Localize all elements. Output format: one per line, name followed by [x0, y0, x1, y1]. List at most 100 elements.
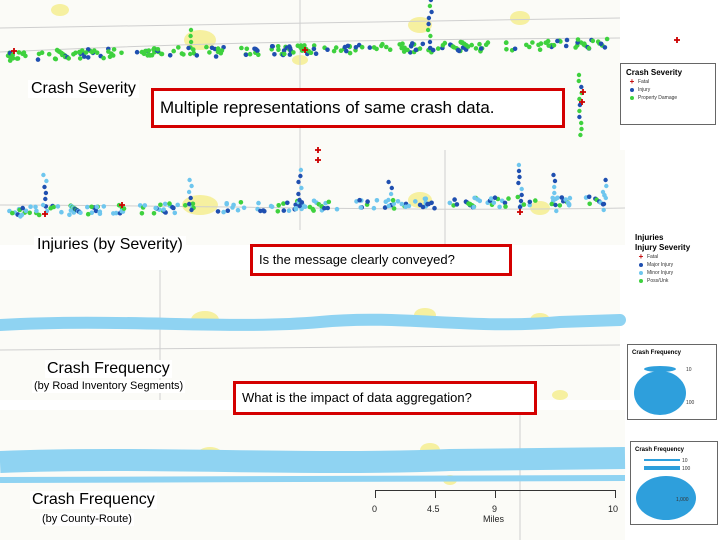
injury-point — [34, 208, 39, 214]
injury-point — [604, 183, 609, 189]
crash-point — [577, 114, 582, 120]
fatal-marker — [315, 157, 321, 163]
crash-point — [77, 56, 83, 61]
injury-point — [432, 205, 437, 211]
crash-frequency-segments-sublabel: (by Road Inventory Segments) — [32, 380, 186, 393]
crash-point — [109, 51, 114, 56]
crash-point — [537, 47, 543, 52]
injury-point — [601, 207, 606, 213]
legend-item-major-injury: Major Injury — [635, 261, 713, 269]
crash-point — [219, 48, 225, 53]
crash-point — [338, 48, 344, 53]
legend-item-fatal: + Fatal — [626, 78, 710, 86]
injury-point — [601, 201, 607, 207]
injury-point — [563, 197, 568, 202]
crash-point — [134, 49, 140, 55]
crash-point — [46, 51, 52, 57]
crash-point — [244, 46, 250, 52]
crash-point — [16, 50, 22, 55]
crash-point — [179, 51, 185, 56]
crash-point — [374, 46, 379, 52]
freq-value-large: 1,000 — [676, 497, 689, 503]
crash-point — [538, 41, 544, 46]
crash-point — [89, 49, 95, 55]
legend-item-label: Fatal — [647, 254, 659, 260]
injury-point — [527, 199, 533, 205]
injury-point — [386, 179, 391, 185]
crash-point — [428, 33, 433, 39]
crash-point — [582, 41, 587, 46]
crash-point — [563, 43, 569, 49]
crash-point — [191, 47, 196, 52]
injury-point — [467, 202, 472, 207]
crash-point — [426, 15, 432, 21]
injury-point — [27, 210, 32, 216]
injury-point — [94, 204, 100, 210]
injury-point — [497, 204, 502, 210]
injury-point — [452, 197, 457, 202]
injury-point — [235, 207, 241, 213]
fatal-marker — [674, 37, 680, 43]
fatal-marker — [11, 48, 17, 54]
injury-point — [506, 196, 511, 201]
frequency-band-segments — [0, 313, 626, 331]
crash-point — [485, 40, 491, 45]
injury-point — [391, 206, 397, 211]
injury-point — [241, 205, 247, 211]
injury-point — [139, 211, 145, 216]
injury-point — [425, 201, 430, 207]
fatal-plus-icon: + — [629, 77, 635, 86]
crash-point — [254, 47, 259, 52]
injury-point — [23, 208, 29, 214]
crash-point — [35, 57, 41, 62]
legend-item-poss-unk: Poss/Unk — [635, 277, 713, 285]
crash-point — [167, 53, 173, 58]
crash-point — [545, 38, 551, 44]
injury-point — [429, 200, 434, 206]
injury-point — [97, 209, 103, 214]
legend-item-label: Fatal — [638, 79, 650, 85]
crash-point — [417, 46, 423, 51]
crash-point — [353, 45, 359, 50]
injury-point — [93, 208, 99, 214]
road-line — [0, 17, 621, 29]
crash-point — [239, 45, 244, 51]
crash-point — [94, 50, 100, 55]
injury-point — [549, 201, 555, 207]
crash-point — [504, 47, 509, 52]
injury-point — [502, 200, 508, 206]
crash-point — [207, 50, 212, 55]
crash-point — [428, 0, 434, 3]
frequency-legend-county: Crash Frequency 10 100 1,000 — [630, 441, 718, 525]
injury-point — [89, 210, 95, 215]
crash-point — [530, 40, 535, 45]
crash-point — [272, 52, 277, 57]
freq-value-small: 10 — [686, 367, 692, 373]
injury-point — [67, 212, 72, 218]
frequency-legend-title: Crash Frequency — [632, 350, 682, 356]
injury-point — [399, 201, 405, 207]
injury-point — [517, 174, 522, 180]
minor-injury-dot-icon — [639, 271, 643, 275]
crash-point — [426, 21, 431, 27]
injury-point — [391, 201, 397, 207]
crash-point — [194, 53, 200, 58]
injury-point — [517, 204, 523, 210]
injury-point — [101, 204, 107, 209]
crash-point — [159, 51, 165, 57]
crash-point — [555, 38, 560, 44]
injury-point — [85, 204, 90, 210]
injury-point — [286, 208, 292, 213]
crash-point — [83, 50, 89, 55]
crash-point — [512, 46, 518, 52]
injury-point — [258, 208, 263, 214]
legend-item-label: Poss/Unk — [647, 278, 669, 284]
injury-point — [224, 201, 229, 207]
crash-frequency-county-label: Crash Frequency — [30, 491, 157, 510]
injury-point — [28, 204, 33, 209]
crash-point — [359, 44, 365, 50]
crash-point — [427, 3, 433, 9]
crash-point — [308, 50, 314, 56]
major-injury-dot-icon — [639, 263, 643, 267]
